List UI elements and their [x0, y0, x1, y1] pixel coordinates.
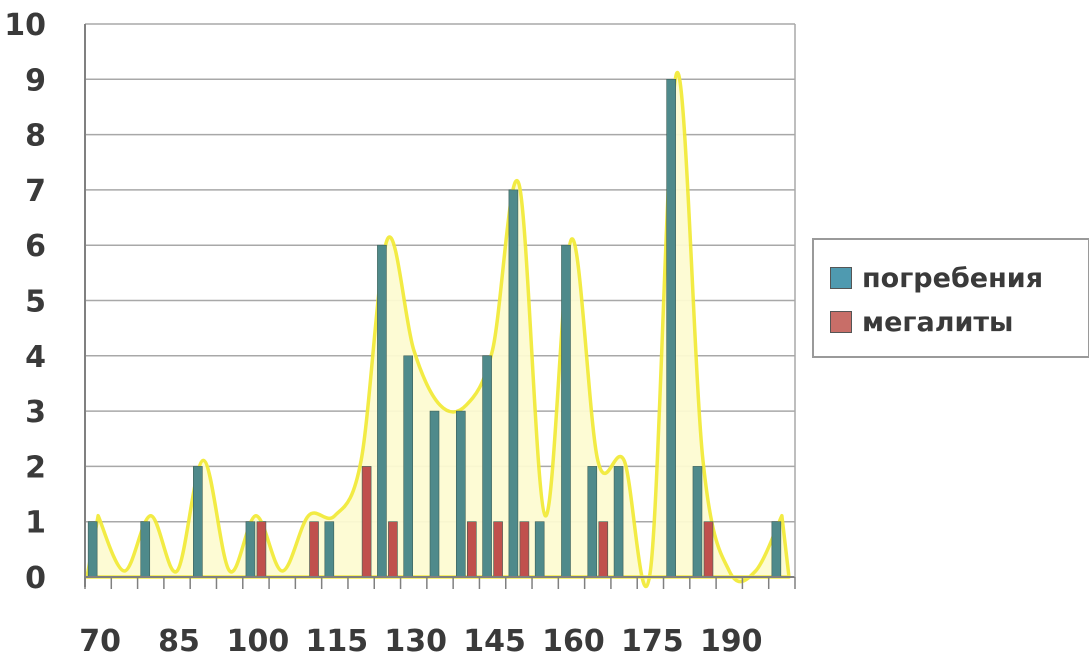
- bar-burials-135: [429, 410, 440, 578]
- bar-burials-100: [245, 521, 256, 578]
- bar-burials-165: [587, 466, 598, 578]
- y-tick-label-3: 3: [25, 395, 46, 430]
- x-tick-label-70: 70: [79, 624, 121, 659]
- legend: погребения мегалиты: [812, 238, 1089, 358]
- bar-megaliths-150: [519, 521, 530, 578]
- bar-burials-145: [482, 355, 492, 578]
- bar-burials-130: [403, 355, 414, 578]
- bar-burials-150: [508, 189, 519, 578]
- y-tick-label-1: 1: [25, 506, 46, 541]
- y-tick-label-5: 5: [25, 285, 46, 320]
- y-tick-label-7: 7: [25, 174, 46, 209]
- x-tick-label-190: 190: [700, 624, 763, 659]
- bar-megaliths-120: [361, 466, 372, 578]
- y-tick-label-4: 4: [25, 340, 46, 375]
- bar-burials-160: [561, 244, 571, 578]
- bar-burials-115: [324, 521, 335, 578]
- y-tick-label-0: 0: [25, 561, 46, 596]
- x-tick-label-100: 100: [227, 624, 290, 659]
- bar-burials-170: [613, 466, 624, 578]
- legend-swatch-burials: [830, 267, 852, 289]
- x-tick-label-160: 160: [542, 624, 605, 659]
- bar-burials-185: [692, 466, 703, 578]
- bar-megaliths-100: [256, 521, 267, 578]
- bar-burials-200: [771, 521, 782, 578]
- legend-label-burials: погребения: [862, 262, 1044, 294]
- legend-swatch-megaliths: [830, 311, 852, 333]
- y-tick-label-10: 10: [4, 8, 46, 43]
- x-tick-label-145: 145: [463, 624, 526, 659]
- y-axis-tick-labels: 0 1 2 3 4 5 6 7 8 9 10: [4, 8, 46, 596]
- y-tick-label-2: 2: [25, 450, 46, 485]
- legend-item-megaliths: мегалиты: [830, 302, 1013, 342]
- bar-burials-125: [377, 244, 387, 578]
- bars: [87, 79, 782, 578]
- x-axis-tick-labels: 70 85 100 115 130 145 160 175 190: [79, 624, 762, 659]
- bar-burials-180: [666, 79, 676, 578]
- bar-burials-90: [193, 466, 203, 578]
- x-tick-label-130: 130: [384, 624, 447, 659]
- axes: [84, 24, 796, 589]
- legend-label-megaliths: мегалиты: [862, 306, 1014, 338]
- y-tick-label-8: 8: [25, 119, 46, 154]
- x-tick-label-85: 85: [158, 624, 200, 659]
- bar-megaliths-165: [598, 521, 609, 578]
- y-tick-label-6: 6: [25, 229, 46, 264]
- x-tick-label-175: 175: [621, 624, 684, 659]
- legend-item-burials: погребения: [830, 258, 1043, 298]
- bar-megaliths-125: [388, 521, 398, 578]
- bar-megaliths-185: [703, 521, 714, 578]
- bar-burials-140: [455, 410, 466, 578]
- bar-megaliths-110: [309, 521, 319, 578]
- bar-megaliths-145: [493, 521, 503, 578]
- x-tick-label-115: 115: [306, 624, 369, 659]
- bar-burials-70: [87, 521, 98, 578]
- bar-megaliths-140: [466, 521, 477, 578]
- y-tick-label-9: 9: [25, 63, 46, 98]
- bar-burials-155: [534, 521, 545, 578]
- bar-burials-80: [140, 521, 151, 578]
